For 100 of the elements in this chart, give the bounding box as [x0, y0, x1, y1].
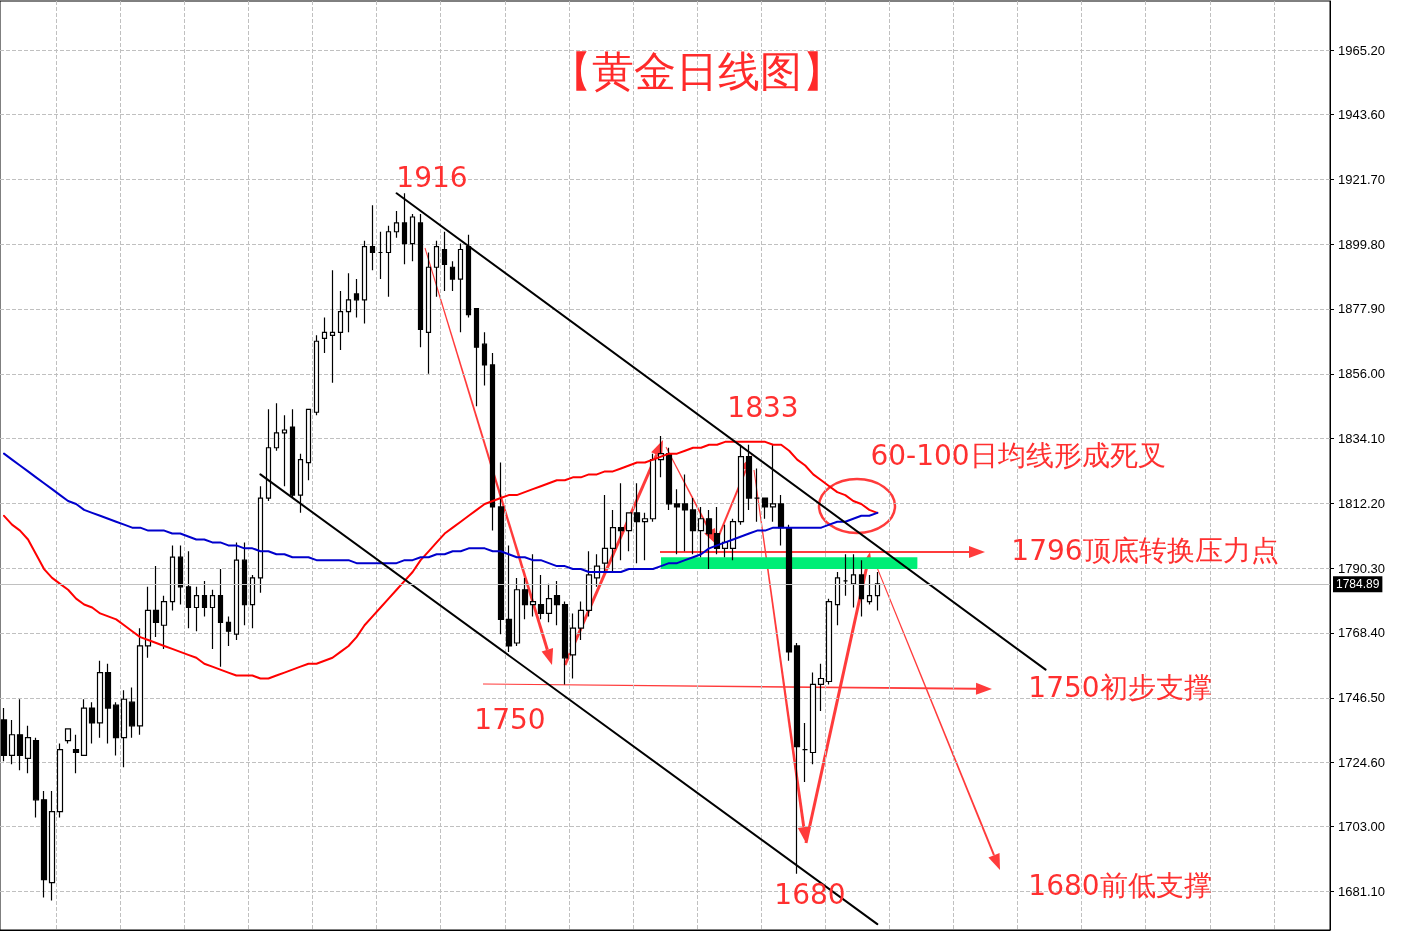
annotation: 1680前低支撑 [1028, 869, 1212, 902]
candlestick [825, 598, 833, 686]
candlestick [617, 482, 625, 561]
candlestick [850, 553, 857, 609]
candlestick [697, 506, 705, 558]
candlestick [513, 577, 521, 647]
annotation: 1680 [774, 878, 846, 911]
candlestick [529, 553, 537, 617]
y-tick-label: 1877.90 [1338, 301, 1385, 317]
candlestick [745, 444, 753, 511]
annotation: 1796顶底转换压力点 [1011, 534, 1279, 567]
y-tick-label: 1899.80 [1338, 236, 1385, 252]
candlestick [681, 473, 689, 552]
candlestick [609, 509, 617, 573]
candlestick [641, 512, 649, 561]
candlestick [361, 240, 368, 325]
y-tick-label: 1812.20 [1338, 495, 1385, 511]
candlestick [88, 701, 96, 745]
candlestick [193, 586, 200, 632]
candlestick [104, 663, 112, 745]
candlestick [393, 210, 400, 239]
candlestick [858, 559, 865, 617]
candlestick [633, 482, 641, 564]
candlestick [497, 461, 505, 635]
candlestick [305, 408, 312, 481]
candlestick [777, 494, 785, 546]
candlestick [481, 331, 488, 387]
candlestick [417, 213, 424, 348]
candlestick [128, 686, 136, 739]
candlestick [313, 334, 320, 416]
annotation: 60-100日均线形成死叉 [870, 439, 1166, 472]
annotation: 1750初步支撑 [1028, 671, 1212, 704]
candlestick [761, 497, 769, 520]
candlestick [321, 316, 328, 354]
candlestick [569, 612, 577, 680]
candlestick [144, 586, 152, 659]
candlestick [241, 541, 248, 626]
candlestick [457, 243, 464, 333]
candlestick [713, 506, 721, 555]
candlestick [152, 565, 160, 638]
candlestick [874, 571, 881, 612]
candlestick [377, 231, 384, 280]
candlestick [120, 689, 128, 768]
candlestick [433, 240, 440, 298]
candlestick [281, 414, 288, 487]
candlestick [553, 580, 561, 626]
candlestick [409, 213, 416, 262]
candlestick [649, 453, 657, 523]
candlestick [665, 447, 673, 511]
y-tick-label: 1790.30 [1338, 560, 1385, 576]
candlestick [866, 574, 873, 606]
candlestick [353, 278, 360, 319]
candlestick [80, 698, 88, 757]
candlestick [737, 444, 745, 526]
candlestick [449, 260, 456, 292]
text: 【黄金日线图】 [550, 46, 844, 98]
candlestick [834, 571, 841, 626]
candlestick [625, 512, 633, 552]
candlestick [385, 225, 392, 298]
candlestick [577, 601, 585, 641]
candlestick [225, 615, 232, 647]
candlestick [160, 595, 168, 650]
candlestick [177, 544, 184, 606]
candlestick [753, 467, 761, 523]
candlestick [369, 204, 376, 271]
candlestick [112, 701, 120, 757]
y-tick-label: 1856.00 [1338, 366, 1385, 382]
candlestick [505, 544, 513, 653]
candlestick [201, 580, 208, 617]
candlestick [705, 509, 713, 570]
candlestick [489, 352, 496, 532]
candlestick [217, 568, 224, 668]
candlestick [64, 728, 72, 745]
y-tick-label: 1746.50 [1338, 690, 1385, 706]
candlestick [473, 308, 480, 407]
annotation: 1916 [396, 161, 468, 194]
candlestick [785, 524, 793, 662]
candlestick [337, 290, 344, 351]
candlestick [561, 601, 569, 686]
candlestick [345, 272, 352, 333]
y-tick-label: 1965.20 [1338, 43, 1385, 59]
candlestick [793, 642, 801, 875]
candlestick [48, 790, 56, 902]
candlestick [601, 494, 609, 573]
candlestick [465, 234, 472, 319]
candlestick [169, 544, 176, 612]
candlestick [32, 737, 40, 819]
annotation: 1750 [474, 703, 546, 736]
candlestick [249, 574, 256, 629]
candlestick [185, 550, 192, 629]
y-tick-label: 1834.10 [1338, 431, 1385, 447]
candlestick [521, 577, 529, 620]
candlestick [689, 497, 697, 555]
candlestick [56, 743, 64, 819]
candlestick [441, 231, 448, 292]
candlestick [809, 672, 817, 765]
candlestick [801, 722, 809, 783]
annotation: 1833 [727, 391, 799, 424]
candlestick [209, 589, 216, 650]
y-tick-label: 1703.00 [1338, 818, 1385, 834]
